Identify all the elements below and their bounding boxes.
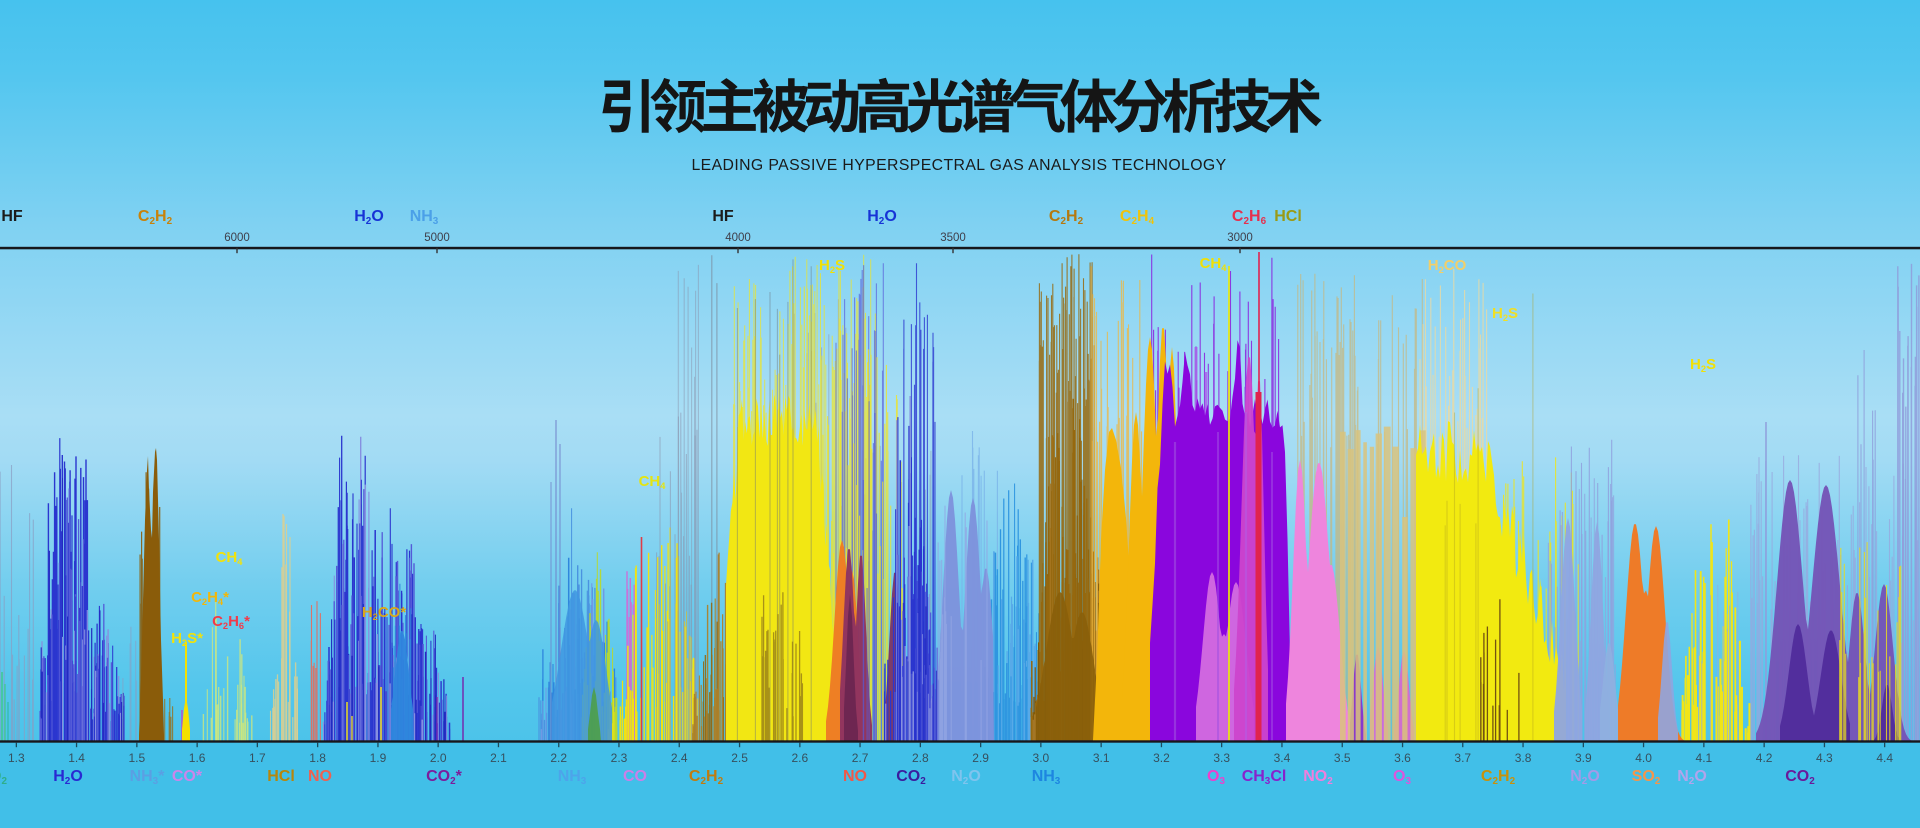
- svg-text:2.6: 2.6: [791, 751, 808, 765]
- svg-text:H2​S*: H2​S*: [171, 630, 203, 648]
- svg-text:N2​O: N2​O: [1570, 768, 1600, 787]
- svg-text:C2​H6​*: C2​H6​*: [212, 613, 250, 631]
- svg-text:C2​H4​: C2​H4​: [1120, 208, 1155, 227]
- svg-text:HCl: HCl: [1274, 208, 1302, 225]
- svg-text:2.2: 2.2: [550, 751, 567, 765]
- svg-text:CH3​Cl: CH3​Cl: [1242, 768, 1287, 787]
- svg-text:C2​H2​: C2​H2​: [689, 768, 724, 787]
- svg-text:3.9: 3.9: [1575, 751, 1592, 765]
- svg-text:C2​H2​: C2​H2​: [138, 208, 173, 227]
- svg-text:NO2​: NO2​: [1303, 768, 1333, 787]
- svg-text:1.4: 1.4: [68, 751, 85, 765]
- svg-text:CO*: CO*: [172, 768, 203, 785]
- svg-text:CH4​: CH4​: [639, 473, 667, 491]
- svg-text:H2​O: H2​O: [354, 208, 384, 227]
- svg-text:4.0: 4.0: [1635, 751, 1652, 765]
- svg-text:2.4: 2.4: [671, 751, 688, 765]
- svg-text:H2​CO*: H2​CO*: [362, 604, 407, 622]
- svg-text:HF: HF: [712, 208, 734, 225]
- svg-text:3.7: 3.7: [1454, 751, 1471, 765]
- svg-text:NO: NO: [308, 768, 332, 785]
- svg-text:3.8: 3.8: [1515, 751, 1532, 765]
- svg-text:NH3​: NH3​: [558, 768, 587, 787]
- svg-text:C2​H2​: C2​H2​: [1481, 768, 1516, 787]
- svg-text:2.3: 2.3: [611, 751, 628, 765]
- svg-text:2.5: 2.5: [731, 751, 748, 765]
- svg-text:6000: 6000: [224, 232, 250, 244]
- svg-text:NH3​*: NH3​*: [130, 768, 166, 787]
- svg-text:4000: 4000: [725, 232, 751, 244]
- svg-text:2.7: 2.7: [852, 751, 869, 765]
- svg-text:3500: 3500: [940, 232, 966, 244]
- svg-text:4.3: 4.3: [1816, 751, 1833, 765]
- svg-text:1.8: 1.8: [309, 751, 326, 765]
- svg-text:2.8: 2.8: [912, 751, 929, 765]
- svg-text:1.7: 1.7: [249, 751, 266, 765]
- svg-text:H2​S: H2​S: [1690, 356, 1716, 374]
- svg-text:SO2​: SO2​: [1632, 768, 1661, 787]
- svg-text:1.9: 1.9: [370, 751, 387, 765]
- svg-text:NO: NO: [843, 768, 867, 785]
- svg-text:H2​O: H2​O: [53, 768, 83, 787]
- svg-text:N2​O: N2​O: [1677, 768, 1707, 787]
- svg-text:CO2​*: CO2​*: [426, 768, 463, 787]
- svg-text:3.6: 3.6: [1394, 751, 1411, 765]
- svg-text:H2​S: H2​S: [819, 257, 845, 275]
- svg-text:HF: HF: [1, 208, 23, 225]
- svg-text:4.4: 4.4: [1876, 751, 1893, 765]
- svg-text:N2​O: N2​O: [951, 768, 981, 787]
- svg-text:LEADING PASSIVE HYPERSPECTRAL: LEADING PASSIVE HYPERSPECTRAL GAS ANALYS…: [691, 157, 1226, 174]
- svg-text:3.4: 3.4: [1274, 751, 1291, 765]
- svg-text:CO2​: CO2​: [896, 768, 926, 787]
- svg-text:H2​S: H2​S: [1492, 305, 1518, 323]
- svg-text:H2​CO: H2​CO: [1428, 257, 1467, 275]
- svg-text:O2​: O2​: [0, 768, 7, 787]
- svg-text:1.6: 1.6: [189, 751, 206, 765]
- svg-text:1.3: 1.3: [8, 751, 25, 765]
- svg-text:2.1: 2.1: [490, 751, 507, 765]
- svg-text:HCl: HCl: [267, 768, 295, 785]
- svg-text:H2​O: H2​O: [867, 208, 897, 227]
- svg-text:CO2​: CO2​: [1785, 768, 1815, 787]
- svg-text:4.1: 4.1: [1696, 751, 1713, 765]
- svg-text:3000: 3000: [1227, 232, 1253, 244]
- svg-text:3.5: 3.5: [1334, 751, 1351, 765]
- svg-text:3.1: 3.1: [1093, 751, 1110, 765]
- svg-text:2.0: 2.0: [430, 751, 447, 765]
- svg-text:1.5: 1.5: [128, 751, 145, 765]
- svg-text:3.2: 3.2: [1153, 751, 1170, 765]
- svg-text:C2​H6​: C2​H6​: [1232, 208, 1267, 227]
- svg-text:5000: 5000: [424, 232, 450, 244]
- svg-text:CO: CO: [623, 768, 647, 785]
- svg-text:CH4​: CH4​: [216, 549, 244, 567]
- svg-text:3.3: 3.3: [1213, 751, 1230, 765]
- svg-text:C2​H2​: C2​H2​: [1049, 208, 1084, 227]
- svg-text:CH4​: CH4​: [1200, 255, 1228, 273]
- svg-text:NH3​: NH3​: [1032, 768, 1061, 787]
- svg-text:NH3​: NH3​: [410, 208, 439, 227]
- svg-text:3.0: 3.0: [1033, 751, 1050, 765]
- svg-text:C2​H4​*: C2​H4​*: [191, 589, 229, 607]
- svg-text:4.2: 4.2: [1756, 751, 1773, 765]
- svg-text:2.9: 2.9: [972, 751, 989, 765]
